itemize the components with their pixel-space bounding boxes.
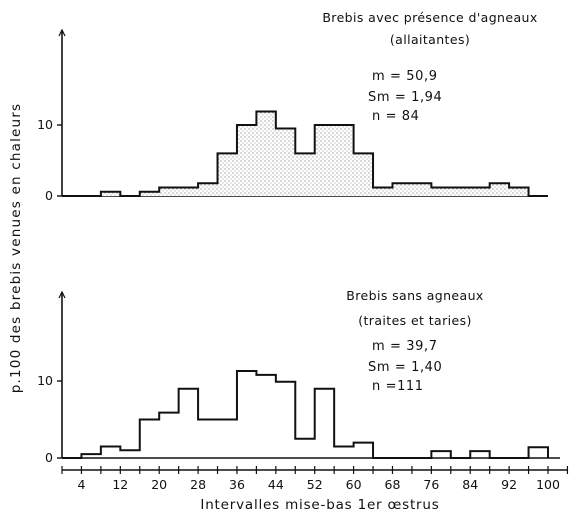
panel-bottom-bar (237, 371, 256, 458)
panel-top-bar (256, 111, 276, 196)
panel-bottom-bar (179, 389, 198, 458)
panel-top-stat-m: m = 50,9 (372, 69, 438, 84)
panel-top-bar (198, 183, 218, 196)
panel-top-bar (334, 125, 354, 196)
panel-top-bar (509, 187, 529, 196)
x-tick-label: 52 (307, 477, 323, 492)
panel-bottom-bar (470, 451, 489, 458)
x-tick-label: 12 (112, 477, 128, 492)
panel-bottom-stat-n: n =111 (372, 379, 424, 394)
panel-top-bar (431, 187, 451, 196)
panel-top-histogram-outline (62, 110, 548, 197)
panel-bottom-bar (218, 420, 237, 459)
panel-top-y-tick-label: 10 (37, 117, 53, 132)
panel-top-bar (411, 183, 432, 196)
panel-bottom-title: Brebis sans agneaux (346, 288, 483, 303)
panel-top: 0 10 Brebis avec présence d'agneaux (alla… (37, 10, 548, 203)
panel-top-bar (489, 183, 510, 196)
panel-top-stat-n: n = 84 (372, 109, 420, 124)
x-tick-label: 20 (151, 477, 167, 492)
panel-bottom-bar (431, 451, 450, 458)
panel-bottom-bar (315, 389, 334, 458)
panel-top-bar (275, 128, 296, 196)
panel-top-bar (470, 187, 490, 196)
panel-bottom-bar (159, 413, 178, 458)
panel-bottom-bar (295, 439, 314, 458)
panel-top-bar (295, 153, 315, 196)
x-tick-label: 44 (268, 477, 284, 492)
panel-top-bar (236, 125, 257, 196)
panel-bottom-y-axis-arrow (58, 290, 66, 299)
panel-top-bar (314, 125, 335, 196)
x-axis-label: Intervalles mise-bas 1er œstrus (200, 497, 439, 513)
panel-bottom-bar (101, 446, 120, 458)
panel-bottom-bar (120, 450, 139, 458)
x-tick-label: 68 (385, 477, 401, 492)
x-tick-label: 100 (536, 477, 560, 492)
x-tick-label: 36 (229, 477, 245, 492)
panel-bottom-bar (334, 446, 353, 458)
panel-bottom-bar (276, 382, 295, 458)
panel-bottom-bar (140, 420, 159, 459)
panel-top-bar (178, 187, 199, 196)
panel-top-y-axis-arrow (58, 28, 66, 37)
panel-bottom-stat-sm: Sm = 1,40 (368, 360, 442, 375)
x-tick-label: 28 (190, 477, 206, 492)
panel-top-bar (450, 187, 471, 196)
x-tick-label: 60 (346, 477, 362, 492)
panel-bottom: 0 10 Brebis sans agneaux (traites et tari… (37, 288, 560, 465)
panel-top-subtitle: (allaitantes) (390, 32, 470, 47)
panel-top-bar (392, 183, 412, 196)
panel-bottom-bar (529, 447, 548, 458)
panel-top-stat-sm: Sm = 1,94 (368, 90, 442, 105)
panel-top-bar (373, 187, 393, 196)
x-tick-label: 76 (423, 477, 439, 492)
panel-bottom-subtitle: (traites et taries) (358, 313, 472, 328)
x-tick-label: 92 (501, 477, 517, 492)
panel-top-y-tick-label: 0 (45, 188, 53, 203)
panel-top-bar (159, 187, 179, 196)
panel-bottom-bar (354, 443, 373, 458)
y-axis-label: p.100 des brebis venues en chaleurs (8, 103, 24, 394)
panel-top-bar (139, 191, 160, 196)
panel-bottom-bar (256, 375, 275, 458)
panel-top-bar (100, 191, 121, 196)
panel-top-title: Brebis avec présence d'agneaux (322, 10, 537, 25)
panel-bottom-histogram-outline (62, 369, 549, 459)
panel-bottom-y-tick-label: 10 (37, 373, 53, 388)
panel-top-bar (217, 153, 237, 196)
panel-top-bar (353, 153, 374, 196)
x-tick-label: 84 (462, 477, 478, 492)
panel-bottom-bar (198, 420, 217, 459)
x-tick-label: 4 (77, 477, 85, 492)
panel-bottom-y-tick-label: 0 (45, 450, 53, 465)
panel-bottom-stat-m: m = 39,7 (372, 339, 438, 354)
